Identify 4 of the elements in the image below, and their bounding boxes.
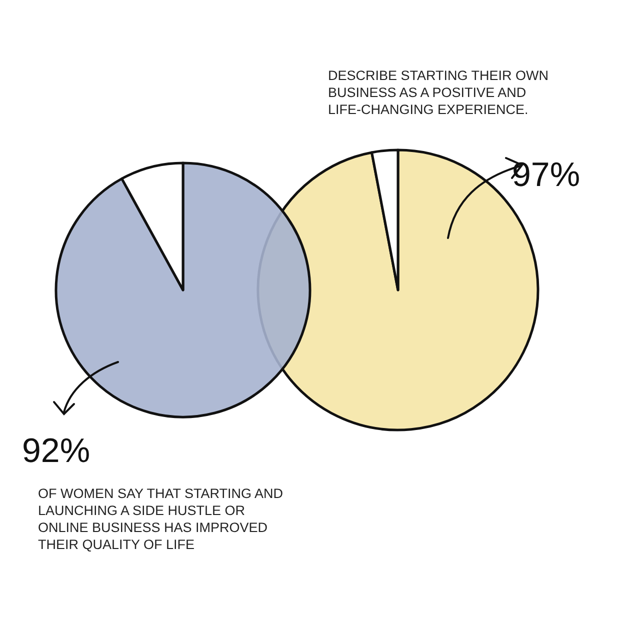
text: OF WOMEN SAY THAT STARTING AND LAUNCHING A SIDE HUSTLE OR ONLINE BUSINESS HAS IMPROVED THEIR QUALITY OF LIFE [38, 486, 284, 552]
data-label: 92% [22, 432, 90, 470]
data-label: 97% [512, 156, 580, 194]
text: DESCRIBE STARTING THEIR OWN BUSINESS AS A POSITIVE AND LIFE-CHANGING EXPERIENCE. [328, 68, 549, 117]
